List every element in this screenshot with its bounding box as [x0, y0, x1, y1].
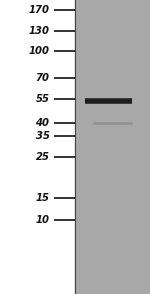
- Text: 15: 15: [36, 193, 50, 203]
- Bar: [75, 0, 150, 294]
- Text: 35: 35: [36, 131, 50, 141]
- Text: 40: 40: [36, 118, 50, 128]
- Text: 55: 55: [36, 94, 50, 104]
- Bar: [0, 0, 75, 294]
- Text: 25: 25: [36, 152, 50, 162]
- Text: 170: 170: [28, 5, 50, 15]
- Text: 70: 70: [36, 74, 50, 83]
- Text: 100: 100: [28, 46, 50, 56]
- Text: 10: 10: [36, 215, 50, 225]
- Text: 130: 130: [28, 26, 50, 36]
